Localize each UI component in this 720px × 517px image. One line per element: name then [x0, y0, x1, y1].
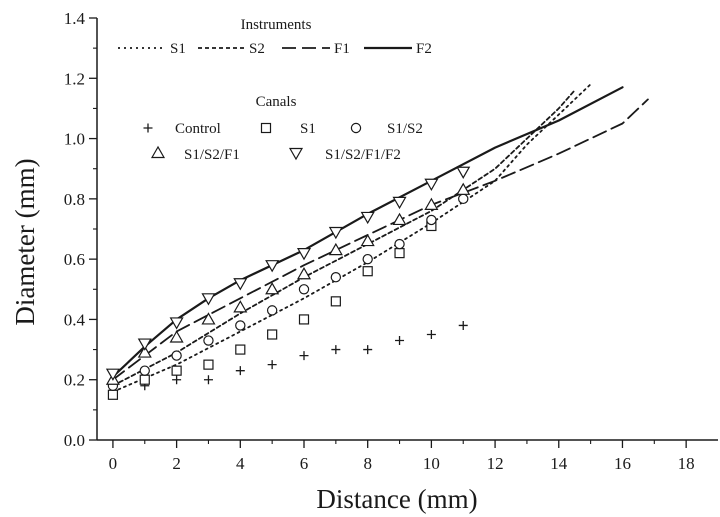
legend-instruments: Instruments S1 S2 F1 F2	[118, 17, 432, 57]
point-control	[363, 345, 373, 355]
y-tick-label: 0.2	[64, 371, 85, 390]
y-axis-title: Diameter (mm)	[10, 158, 40, 325]
point-s1-s2	[266, 305, 278, 316]
point-s1-s2-f1	[137, 345, 152, 358]
point-s1	[267, 329, 278, 340]
point-s1	[394, 248, 405, 259]
x-axis-title: Distance (mm)	[316, 484, 477, 514]
point-s1-s2	[139, 365, 150, 376]
point-s1-s2	[362, 253, 373, 265]
point-s1-s2	[458, 193, 469, 205]
point-s1-s2-f1-f2	[360, 211, 375, 225]
point-control	[395, 336, 405, 346]
point-s1-s2-f1	[169, 330, 184, 343]
line-f1	[112, 98, 649, 381]
legend-canal-label-s1-s2-f1: S1/S2/F1	[184, 147, 240, 163]
point-s1	[362, 266, 373, 277]
x-tick-label: 18	[678, 454, 695, 473]
point-s1-s2	[330, 272, 342, 283]
point-s1	[203, 359, 214, 370]
point-s1	[330, 296, 341, 307]
point-s1-s2	[394, 238, 405, 250]
x-tick-label: 14	[550, 454, 568, 473]
line-s2	[112, 89, 576, 387]
point-s1-s2	[298, 284, 310, 295]
y-tick-label: 0.8	[64, 190, 85, 209]
point-s1	[171, 365, 182, 376]
x-tick-label: 2	[172, 454, 181, 473]
point-s1-s2-f1	[265, 282, 280, 295]
point-s1-s2-f1	[328, 242, 343, 256]
point-s1-s2-f1-f2	[424, 178, 439, 191]
point-s1-s2-f1-f2	[137, 338, 152, 351]
x-tick-label: 10	[423, 454, 440, 473]
point-s1-s2-f1	[233, 300, 248, 313]
y-tick-label: 0.6	[64, 250, 85, 269]
point-s1-s2-f1-f2	[296, 248, 312, 261]
y-tick-label: 1.4	[64, 9, 86, 28]
legend-canals-title: Canals	[256, 94, 297, 110]
legend-instrument-label-s1: S1	[170, 41, 186, 57]
point-s1-s2	[203, 335, 214, 346]
point-s1	[235, 344, 246, 355]
legend-canal-marker-s1-s2	[350, 122, 362, 134]
point-control	[426, 330, 436, 339]
point-control	[331, 345, 341, 355]
y-tick-label: 0.4	[64, 310, 86, 329]
axes	[96, 18, 718, 441]
legend-canal-marker-s1-s2-f1-f2	[288, 147, 304, 161]
point-control	[235, 366, 245, 376]
point-s1-s2-f1-f2	[328, 226, 343, 240]
point-s1	[107, 389, 119, 400]
x-tick-label: 12	[487, 454, 504, 473]
legend-canal-marker-s1	[260, 122, 272, 134]
legend-canal-marker-s1-s2-f1	[150, 145, 166, 159]
point-s1-s2	[171, 350, 182, 361]
point-s1-s2-f1-f2	[105, 368, 120, 381]
point-s1-s2-f1	[296, 267, 312, 280]
legend-canal-label-s1: S1	[300, 121, 316, 137]
point-s1-s2-f1-f2	[201, 293, 216, 306]
y-tick-label: 1.0	[64, 130, 85, 149]
x-tick-label: 16	[614, 454, 631, 473]
legend-instrument-label-f2: F2	[416, 41, 432, 57]
point-s1-s2-f1	[456, 182, 471, 195]
legend-canal-marker-control	[143, 123, 153, 133]
point-s1-s2-f1-f2	[392, 196, 407, 210]
point-control	[203, 375, 213, 385]
legend-canals: Canals Control S1 S1/S2 S1/S2/F1 S1/S2/F1/F2	[143, 94, 423, 163]
point-s1-s2	[235, 320, 246, 331]
x-tick-label: 6	[300, 454, 309, 473]
point-s1-s2	[426, 214, 437, 226]
point-s1-s2-f1-f2	[233, 278, 248, 291]
point-s1-s2-f1	[360, 233, 375, 247]
point-s1	[139, 374, 150, 385]
ticks: 0 2 4 6 8 10 12 14 16 18 0.0 0.2 0.4 0.6 0.8 1.0 1.2 1.4	[64, 9, 695, 473]
point-s1-s2-f1-f2	[456, 166, 471, 179]
x-tick-label: 4	[236, 454, 245, 473]
legend-instrument-label-s2: S2	[249, 41, 265, 57]
point-control	[172, 375, 182, 385]
point-control	[458, 320, 468, 330]
legend-instrument-label-f1: F1	[334, 41, 350, 57]
point-control	[299, 351, 309, 361]
point-s1-s2-f1-f2	[169, 317, 184, 330]
legend-canal-label-s1-s2-f1-f2: S1/S2/F1/F2	[325, 147, 401, 163]
point-s1-s2-f1	[392, 212, 407, 226]
y-tick-label: 1.2	[64, 69, 85, 88]
plot-points	[105, 166, 471, 400]
x-tick-label: 8	[363, 454, 372, 473]
point-s1-s2-f1	[201, 312, 216, 325]
point-s1-s2-f1	[424, 197, 439, 210]
point-control	[267, 360, 277, 370]
legend-instruments-title: Instruments	[241, 17, 312, 33]
legend-canal-label-control: Control	[175, 121, 221, 137]
legend-canal-label-s1-s2: S1/S2	[387, 121, 423, 137]
point-s1	[298, 314, 310, 325]
point-s1-s2-f1-f2	[265, 260, 280, 273]
x-tick-label: 0	[109, 454, 118, 473]
y-tick-label: 0.0	[64, 431, 85, 450]
